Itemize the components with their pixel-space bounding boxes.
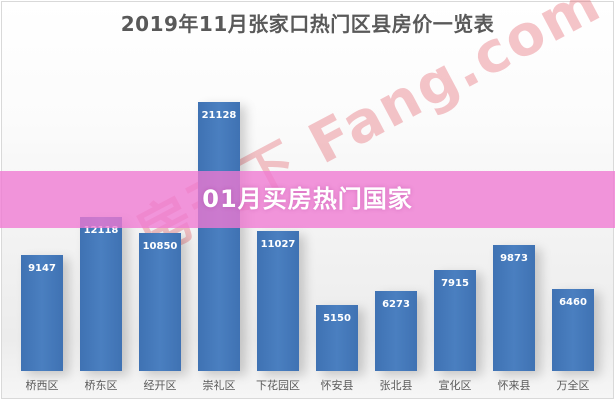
bar-6-wrap: 6273 [375,291,417,371]
bar-value-label: 5150 [323,313,351,324]
bar [21,255,63,371]
bar-value-label: 6273 [382,299,410,310]
bar-0-wrap: 9147 [21,255,63,371]
bar-value-label: 9147 [28,263,56,274]
bar-8-wrap: 9873 [493,245,535,371]
bar-value-label: 10850 [142,241,178,252]
category-label: 万全区 [556,379,590,392]
bar-value-label: 7915 [441,278,469,289]
category-label: 桥西区 [25,379,59,392]
category-label: 下花园区 [256,379,300,392]
category-label: 崇礼区 [202,379,236,392]
category-label: 桥东区 [84,379,118,392]
bar [552,289,594,371]
bar-value-label: 12118 [83,225,119,236]
category-label: 宣化区 [438,379,472,392]
bar-value-label: 21128 [201,110,237,121]
bar [493,245,535,371]
bar-5-wrap: 5150 [316,305,358,371]
category-label: 怀安县 [320,379,354,392]
bar-3-wrap: 21128 [198,102,240,371]
bar-9-wrap: 6460 [552,289,594,371]
bar-value-label: 6460 [559,297,587,308]
overlay-banner: 01月买房热门国家 [0,171,615,228]
bar-value-label: 11027 [260,239,296,250]
bar [198,102,240,371]
bar-7-wrap: 7915 [434,270,476,371]
banner-title: 01月买房热门国家 [202,185,413,213]
bar-1-wrap: 12118 [80,217,122,371]
bar-2-wrap: 10850 [139,233,181,371]
bar [316,305,358,371]
chart-title: 2019年11月张家口热门区县房价一览表 [120,12,495,36]
bar [434,270,476,371]
bar [257,231,299,371]
bar-value-label: 9873 [500,253,528,264]
category-label: 张北县 [379,379,413,392]
bar [375,291,417,371]
bar [139,233,181,371]
bar-4-wrap: 11027 [257,231,299,371]
bar [80,217,122,371]
category-label: 经开区 [143,379,177,392]
category-label: 怀来县 [497,379,531,392]
